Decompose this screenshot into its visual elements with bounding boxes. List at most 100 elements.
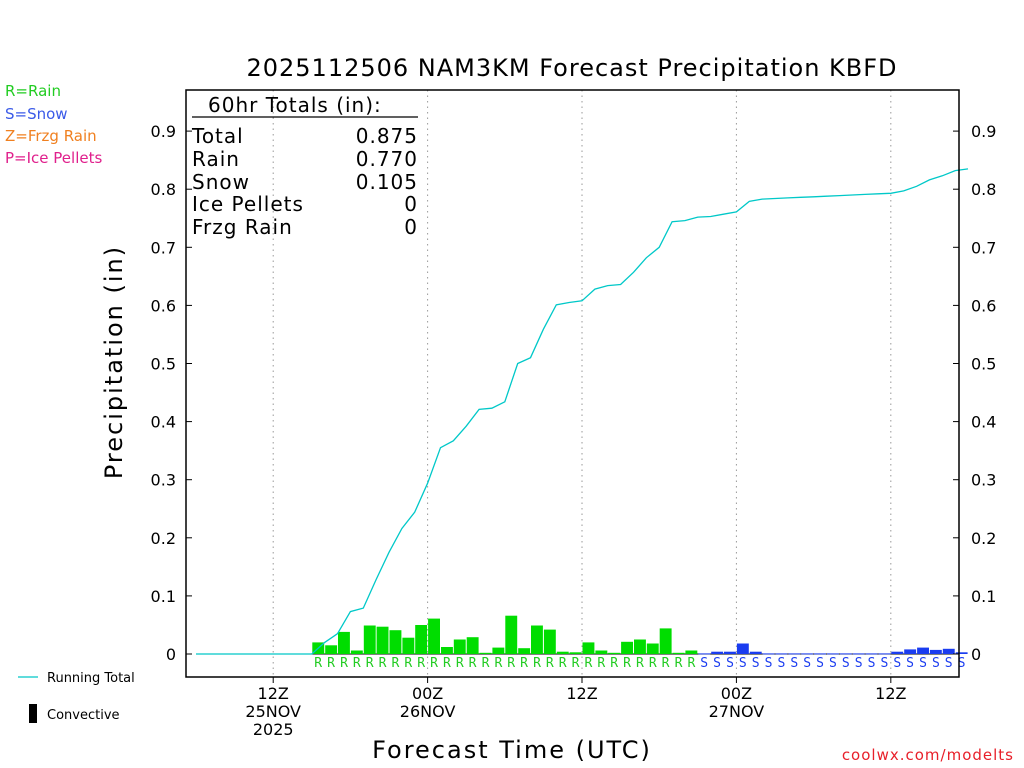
credit-link[interactable]: coolwx.com/modelts bbox=[842, 746, 1014, 764]
precip-bar bbox=[801, 653, 814, 655]
ptype-letter: R bbox=[520, 656, 528, 671]
precip-bar bbox=[917, 647, 929, 654]
y-tick-label: 0.6 bbox=[151, 296, 176, 315]
ptype-letter: R bbox=[314, 656, 322, 671]
ptype-letter: R bbox=[507, 656, 515, 671]
y-tick-label: 0.5 bbox=[971, 355, 996, 374]
y-tick-label: 0.9 bbox=[971, 122, 996, 141]
grid-layer bbox=[196, 90, 959, 677]
precip-bar bbox=[698, 653, 711, 655]
ptype-letter: S bbox=[932, 656, 940, 671]
x-tick-label: 12Z bbox=[566, 684, 597, 703]
precip-bar bbox=[582, 642, 595, 654]
y-tick-label: 0.1 bbox=[971, 587, 996, 606]
plot-frame bbox=[185, 89, 960, 678]
legend-snow: S=Snow bbox=[5, 105, 68, 123]
precip-bar bbox=[608, 652, 621, 654]
ptype-letter: S bbox=[919, 656, 927, 671]
precip-bar bbox=[942, 648, 955, 654]
y-axis-left: 0 0.1 0.2 0.3 0.4 0.5 0.6 0.7 0.8 0.9 bbox=[151, 122, 192, 664]
precip-bar bbox=[865, 653, 878, 655]
totals-value-total: 0.875 bbox=[356, 124, 418, 148]
ptype-letter: S bbox=[777, 656, 785, 671]
precip-bar bbox=[659, 628, 672, 654]
x-tick-label: 2025 bbox=[253, 720, 294, 739]
y-tick-label: 0.3 bbox=[971, 471, 996, 490]
bar-layer bbox=[312, 615, 968, 655]
precip-bar bbox=[814, 653, 826, 655]
precip-bar bbox=[955, 652, 968, 654]
ptype-letter: S bbox=[713, 656, 721, 671]
x-axis-title: Forecast Time (UTC) bbox=[372, 736, 652, 764]
ptype-letter: R bbox=[327, 656, 335, 671]
legend-frzg-rain: Z=Frzg Rain bbox=[5, 127, 97, 145]
legend-running-total: Running Total bbox=[47, 671, 135, 686]
ptype-letter: S bbox=[700, 656, 708, 671]
y-axis-title: Precipitation (in) bbox=[100, 245, 128, 479]
y-axis-right: 0 0.1 0.2 0.3 0.4 0.5 0.6 0.7 0.8 0.9 bbox=[953, 122, 996, 664]
totals-label-snow: Snow bbox=[192, 170, 250, 194]
y-tick-label: 0.8 bbox=[151, 180, 176, 199]
totals-box: 60hr Totals (in): Total 0.875 Rain 0.770… bbox=[191, 93, 418, 239]
ptype-letter: R bbox=[443, 656, 451, 671]
ptype-letter: R bbox=[610, 656, 618, 671]
totals-header: 60hr Totals (in): bbox=[208, 93, 382, 117]
totals-label-frzg-rain: Frzg Rain bbox=[192, 215, 293, 239]
ptype-letter: S bbox=[855, 656, 863, 671]
y-tick-label: 0.1 bbox=[151, 587, 176, 606]
ptype-letter: R bbox=[636, 656, 644, 671]
ptype-letter: R bbox=[430, 656, 438, 671]
ptype-letter: R bbox=[572, 656, 580, 671]
ptype-letter: S bbox=[842, 656, 850, 671]
x-tick-label: 12Z bbox=[875, 684, 906, 703]
precip-bar bbox=[878, 653, 891, 655]
ptype-letter: R bbox=[379, 656, 387, 671]
precip-bar bbox=[518, 648, 531, 654]
x-tick-label: 00Z bbox=[412, 684, 443, 703]
precip-bar bbox=[852, 653, 865, 655]
ptype-letter: R bbox=[366, 656, 374, 671]
legend-rain: R=Rain bbox=[5, 82, 61, 100]
ptype-letter: R bbox=[623, 656, 631, 671]
ptype-letter: S bbox=[829, 656, 837, 671]
precip-bar bbox=[724, 651, 736, 654]
totals-value-ice-pellets: 0 bbox=[404, 192, 418, 216]
precip-bar bbox=[891, 651, 904, 654]
ptype-letter: R bbox=[559, 656, 567, 671]
precip-bar bbox=[428, 618, 440, 654]
ptype-letter: R bbox=[494, 656, 502, 671]
precip-bar bbox=[338, 631, 350, 654]
precip-bar bbox=[350, 650, 363, 654]
ptype-letter: R bbox=[353, 656, 361, 671]
ptype-letter: S bbox=[906, 656, 914, 671]
ptype-letter: R bbox=[533, 656, 541, 671]
y-tick-label: 0.6 bbox=[971, 296, 996, 315]
x-tick-label: 27NOV bbox=[709, 702, 765, 721]
ptype-letter: S bbox=[752, 656, 760, 671]
precip-bar bbox=[492, 647, 505, 654]
precip-bar bbox=[904, 649, 917, 654]
ptype-letter: S bbox=[868, 656, 876, 671]
y-tick-label: 0 bbox=[971, 645, 981, 664]
precip-bar bbox=[389, 630, 402, 654]
y-tick-label: 0.3 bbox=[151, 471, 176, 490]
precip-bar bbox=[415, 625, 428, 654]
precip-bar bbox=[929, 649, 942, 654]
x-tick-label: 25NOV bbox=[245, 702, 301, 721]
y-tick-label: 0.7 bbox=[971, 238, 996, 257]
ptype-letter: S bbox=[958, 656, 966, 671]
ptype-letter: S bbox=[739, 656, 747, 671]
ptype-letter: S bbox=[803, 656, 811, 671]
precip-bar bbox=[762, 653, 775, 655]
precip-bar bbox=[646, 643, 659, 654]
chart-title: 2025112506 NAM3KM Forecast Precipitation… bbox=[246, 54, 897, 82]
precip-bar bbox=[569, 652, 582, 654]
ptype-letter: R bbox=[546, 656, 554, 671]
y-tick-label: 0.9 bbox=[151, 122, 176, 141]
ptype-letter: S bbox=[816, 656, 824, 671]
precip-bar bbox=[672, 652, 685, 654]
precip-bar bbox=[736, 643, 749, 654]
precip-bar bbox=[839, 653, 852, 655]
y-tick-label: 0.8 bbox=[971, 180, 996, 199]
